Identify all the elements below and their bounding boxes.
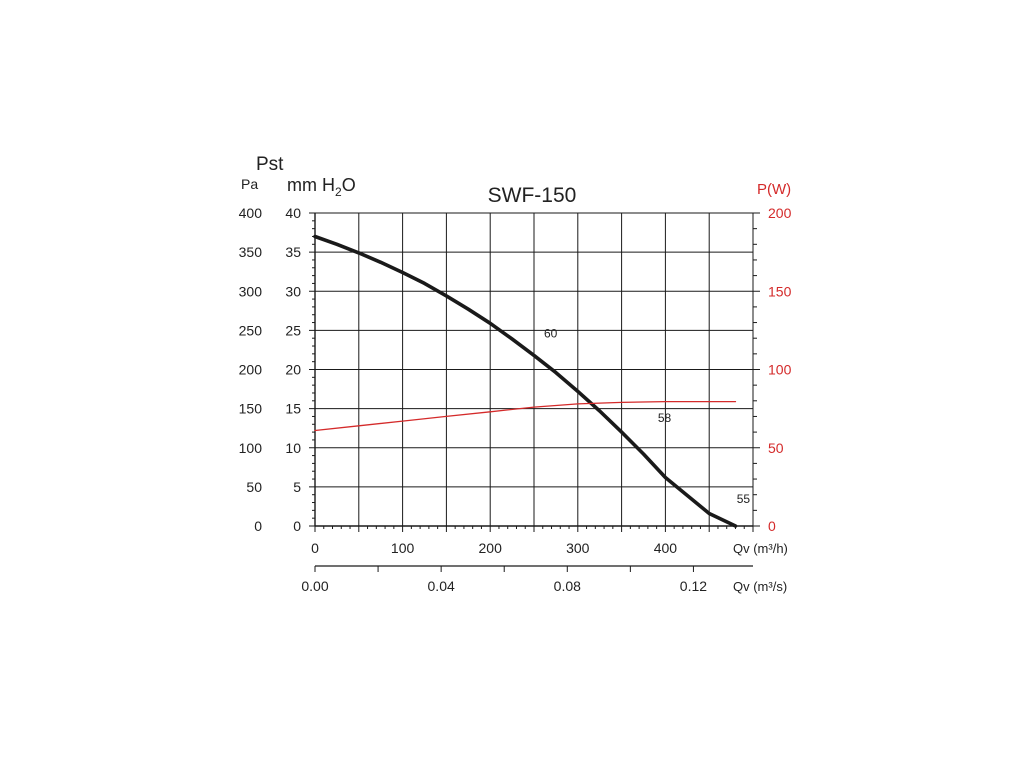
chart-title: SWF-150 (488, 184, 577, 207)
curve-annotation: 55 (737, 492, 751, 506)
y-tick-label-pa: 150 (239, 401, 263, 417)
mm-unit-prefix: mm H (287, 175, 335, 195)
curve-annotation: 60 (544, 326, 558, 340)
y-axis-title-pst: Pst (256, 154, 284, 175)
x2-tick-label: 0.00 (301, 578, 328, 594)
y-tick-label-mm: 15 (285, 401, 301, 417)
series-lines (313, 234, 738, 528)
y-tick-label-mm: 30 (285, 283, 301, 299)
y-tick-label-pa: 200 (239, 362, 263, 378)
curve-annotation: 58 (658, 411, 672, 425)
y2-tick-label: 200 (768, 205, 792, 221)
tick-labels: 0501001502002503003504000510152025303540… (239, 205, 792, 594)
x-tick-label: 200 (479, 540, 503, 556)
y-tick-label-pa: 350 (239, 244, 263, 260)
y-tick-label-pa: 400 (239, 205, 263, 221)
y-tick-label-pa: 250 (239, 322, 263, 338)
pressure-curve-line (313, 234, 738, 528)
x-axis-label-m3h: Qv (m³/h) (733, 541, 788, 556)
y2-axis-title: P(W) (757, 181, 791, 198)
grid (314, 212, 754, 527)
y-tick-label-mm: 10 (285, 440, 301, 456)
y-tick-label-mm: 25 (285, 322, 301, 338)
y2-tick-label: 100 (768, 362, 792, 378)
mm-unit-suffix: O (342, 175, 356, 195)
y-tick-label-mm: 35 (285, 244, 301, 260)
y-axis-unit-pa: Pa (241, 176, 258, 192)
y-tick-label-pa: 300 (239, 283, 263, 299)
y2-tick-label: 0 (768, 518, 776, 534)
x2-tick-label: 0.04 (428, 578, 455, 594)
y-tick-label-pa: 50 (246, 479, 262, 495)
y2-tick-label: 50 (768, 440, 784, 456)
x2-tick-label: 0.12 (680, 578, 707, 594)
x2-tick-label: 0.08 (554, 578, 581, 594)
x-tick-label: 400 (654, 540, 678, 556)
y-tick-label-mm: 40 (285, 205, 301, 221)
y-tick-label-mm: 5 (293, 479, 301, 495)
y2-tick-label: 150 (768, 283, 792, 299)
y-tick-label-mm: 0 (293, 518, 301, 534)
y-tick-label-mm: 20 (285, 362, 301, 378)
x-tick-label: 100 (391, 540, 415, 556)
power-curve-line (314, 400, 737, 432)
mm-unit-subscript: 2 (335, 185, 342, 199)
x-tick-label: 0 (311, 540, 319, 556)
y-axis-unit-mmh2o: mm H2O (287, 175, 356, 199)
x-tick-label: 300 (566, 540, 590, 556)
curve-annotations: 60 58 55 (544, 326, 750, 506)
y-tick-label-pa: 100 (239, 440, 263, 456)
x-axis-label-m3s: Qv (m³/s) (733, 579, 787, 594)
axis-ticks (309, 212, 760, 572)
y-tick-label-pa: 0 (254, 518, 262, 534)
